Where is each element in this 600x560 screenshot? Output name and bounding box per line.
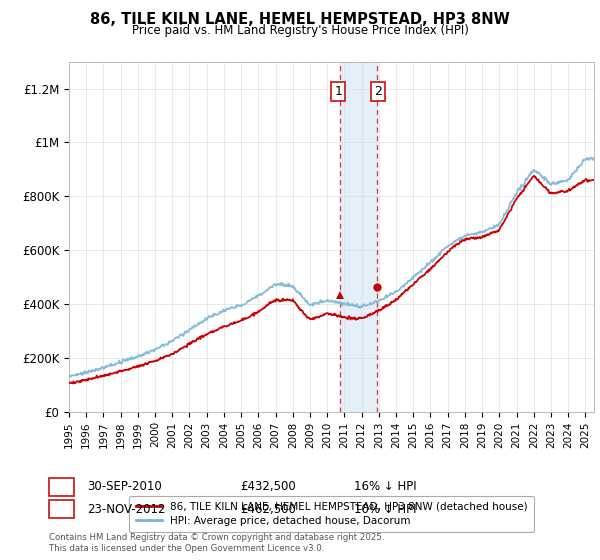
Text: 10% ↓ HPI: 10% ↓ HPI (354, 502, 416, 516)
Legend: 86, TILE KILN LANE, HEMEL HEMPSTEAD, HP3 8NW (detached house), HPI: Average pric: 86, TILE KILN LANE, HEMEL HEMPSTEAD, HP3… (129, 496, 534, 533)
Bar (340, 62, 377, 412)
Text: £432,500: £432,500 (240, 480, 296, 493)
Text: 86, TILE KILN LANE, HEMEL HEMPSTEAD, HP3 8NW: 86, TILE KILN LANE, HEMEL HEMPSTEAD, HP3… (90, 12, 510, 27)
Text: 30-SEP-2010: 30-SEP-2010 (87, 480, 162, 493)
Text: Contains HM Land Registry data © Crown copyright and database right 2025.
This d: Contains HM Land Registry data © Crown c… (49, 533, 385, 553)
Text: £462,500: £462,500 (240, 502, 296, 516)
Text: 2: 2 (58, 502, 66, 516)
Text: 16% ↓ HPI: 16% ↓ HPI (354, 480, 416, 493)
Text: 2: 2 (374, 85, 382, 97)
Text: 1: 1 (334, 85, 343, 97)
Text: 23-NOV-2012: 23-NOV-2012 (87, 502, 166, 516)
Text: 1: 1 (58, 480, 66, 493)
Text: Price paid vs. HM Land Registry's House Price Index (HPI): Price paid vs. HM Land Registry's House … (131, 24, 469, 36)
